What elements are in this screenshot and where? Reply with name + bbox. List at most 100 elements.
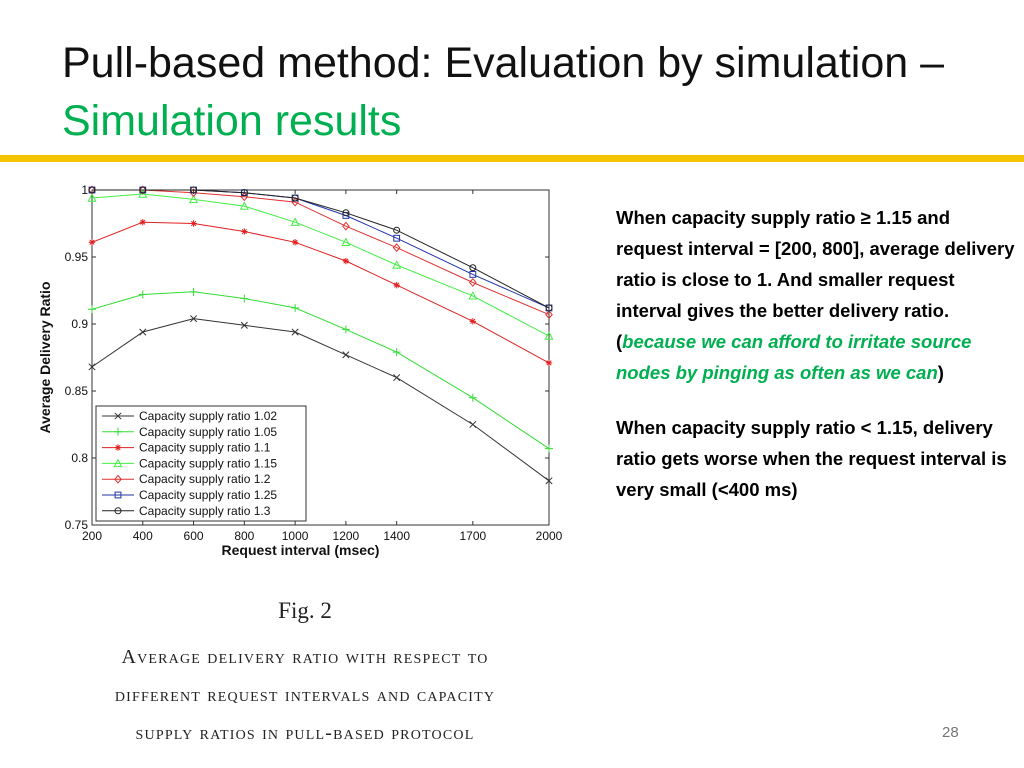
data-point <box>468 291 478 300</box>
note-1-emphasis: because we can afford to irritate source… <box>616 331 972 383</box>
data-point <box>88 185 96 195</box>
caption-line-2: different request intervals and capacity <box>114 684 496 706</box>
data-point <box>468 277 477 287</box>
data-point <box>241 228 248 235</box>
data-point <box>468 393 477 402</box>
data-point <box>341 237 351 246</box>
y-tick-label: 0.95 <box>65 250 89 264</box>
data-point <box>393 374 401 382</box>
slide-title-accent: Simulation results <box>62 97 402 145</box>
data-point <box>138 290 147 299</box>
series-line-4 <box>91 193 550 337</box>
series-line-5 <box>92 189 550 316</box>
x-tick-label: 1200 <box>333 529 360 543</box>
data-point <box>139 186 147 194</box>
data-point <box>341 325 350 334</box>
series-line-7 <box>92 189 550 309</box>
data-point <box>545 310 553 320</box>
data-point <box>87 193 97 202</box>
data-point <box>290 217 300 226</box>
data-point <box>240 321 248 329</box>
data-point <box>291 239 299 246</box>
note-paragraph-2: When capacity supply ratio < 1.15, deliv… <box>616 417 1007 500</box>
slide-title: Pull-based method: Evaluation by simulat… <box>62 34 962 150</box>
x-tick-label: 1400 <box>383 529 410 543</box>
x-tick-label: 2000 <box>536 529 563 543</box>
data-point <box>393 234 401 242</box>
data-point <box>88 186 96 194</box>
legend-entry-3: Capacity supply ratio 1.1 <box>139 441 271 455</box>
page-number: 28 <box>942 724 959 741</box>
data-point <box>342 209 350 217</box>
figure-caption: Fig. 2 Average delivery ratio with respe… <box>20 598 590 752</box>
data-point <box>240 189 248 197</box>
legend-entry-5: Capacity supply ratio 1.2 <box>139 472 271 486</box>
data-point <box>189 188 198 198</box>
legend-entry-6: Capacity supply ratio 1.25 <box>139 488 277 502</box>
note-1-end: ) <box>937 362 944 383</box>
data-point <box>392 348 401 357</box>
data-point <box>469 420 477 429</box>
legend-entry-1: Capacity supply ratio 1.02 <box>139 409 277 423</box>
y-tick-label: 0.9 <box>71 317 88 331</box>
x-tick-label: 800 <box>234 529 254 543</box>
data-point <box>342 257 350 265</box>
x-axis-label: Request interval (msec) <box>222 542 380 558</box>
caption-line-3: supply ratios in pull-based protocol <box>135 722 475 744</box>
data-point <box>88 305 96 314</box>
legend-marker <box>114 491 122 499</box>
data-point <box>240 294 249 303</box>
figure-label: Fig. 2 <box>278 598 332 623</box>
data-point <box>342 351 350 359</box>
data-point <box>239 201 249 210</box>
y-axis-label: Average Delivery Ratio <box>37 282 53 434</box>
x-tick-label: 600 <box>184 529 204 543</box>
data-point <box>190 220 197 227</box>
y-tick-label: 1 <box>81 183 88 197</box>
data-point <box>545 304 553 312</box>
legend-entry-4: Capacity supply ratio 1.15 <box>139 456 277 470</box>
caption-line-1: Average delivery ratio with respect to <box>121 646 489 668</box>
data-point <box>469 264 477 272</box>
data-point <box>393 226 401 234</box>
data-point <box>291 194 299 202</box>
data-point <box>139 328 147 336</box>
legend-marker <box>114 474 122 484</box>
legend-marker <box>113 458 123 468</box>
legend-marker <box>114 444 122 451</box>
x-tick-label: 200 <box>82 529 102 543</box>
data-point <box>544 331 554 340</box>
legend-marker <box>114 427 122 436</box>
slide-title-main: Pull-based method: Evaluation by simulat… <box>62 39 945 87</box>
data-point <box>392 260 402 269</box>
data-point <box>190 186 198 194</box>
data-point <box>291 328 299 336</box>
data-point <box>190 315 198 323</box>
legend-marker <box>114 507 122 515</box>
data-point <box>88 239 96 246</box>
x-tick-label: 1000 <box>282 529 309 543</box>
y-tick-label: 0.75 <box>65 518 89 532</box>
legend-entry-2: Capacity supply ratio 1.05 <box>139 425 277 439</box>
y-tick-label: 0.85 <box>65 384 89 398</box>
data-point <box>469 318 477 325</box>
note-paragraph-1: When capacity supply ratio ≥ 1.15 and re… <box>616 202 1016 388</box>
data-point <box>545 444 553 453</box>
data-point <box>469 271 477 278</box>
data-point <box>393 281 400 289</box>
data-point <box>189 287 198 296</box>
data-point <box>342 221 350 231</box>
x-tick-label: 400 <box>133 529 153 543</box>
legend-marker <box>114 412 122 420</box>
data-point <box>545 359 553 367</box>
data-point <box>138 189 148 198</box>
notes: When capacity supply ratio ≥ 1.15 and re… <box>616 202 1016 529</box>
data-point <box>291 303 300 312</box>
legend-entry-7: Capacity supply ratio 1.3 <box>139 504 271 518</box>
delivery-ratio-chart: 200 400 600 800 1000 1200 1400 1700 2000 0.75 0.8 0… <box>37 183 563 558</box>
x-tick-label: 1700 <box>459 529 486 543</box>
data-point <box>392 243 401 253</box>
y-tick-label: 0.8 <box>71 451 88 465</box>
note-1-text: When capacity supply ratio ≥ 1.15 and re… <box>616 207 1015 352</box>
data-point <box>138 185 147 195</box>
